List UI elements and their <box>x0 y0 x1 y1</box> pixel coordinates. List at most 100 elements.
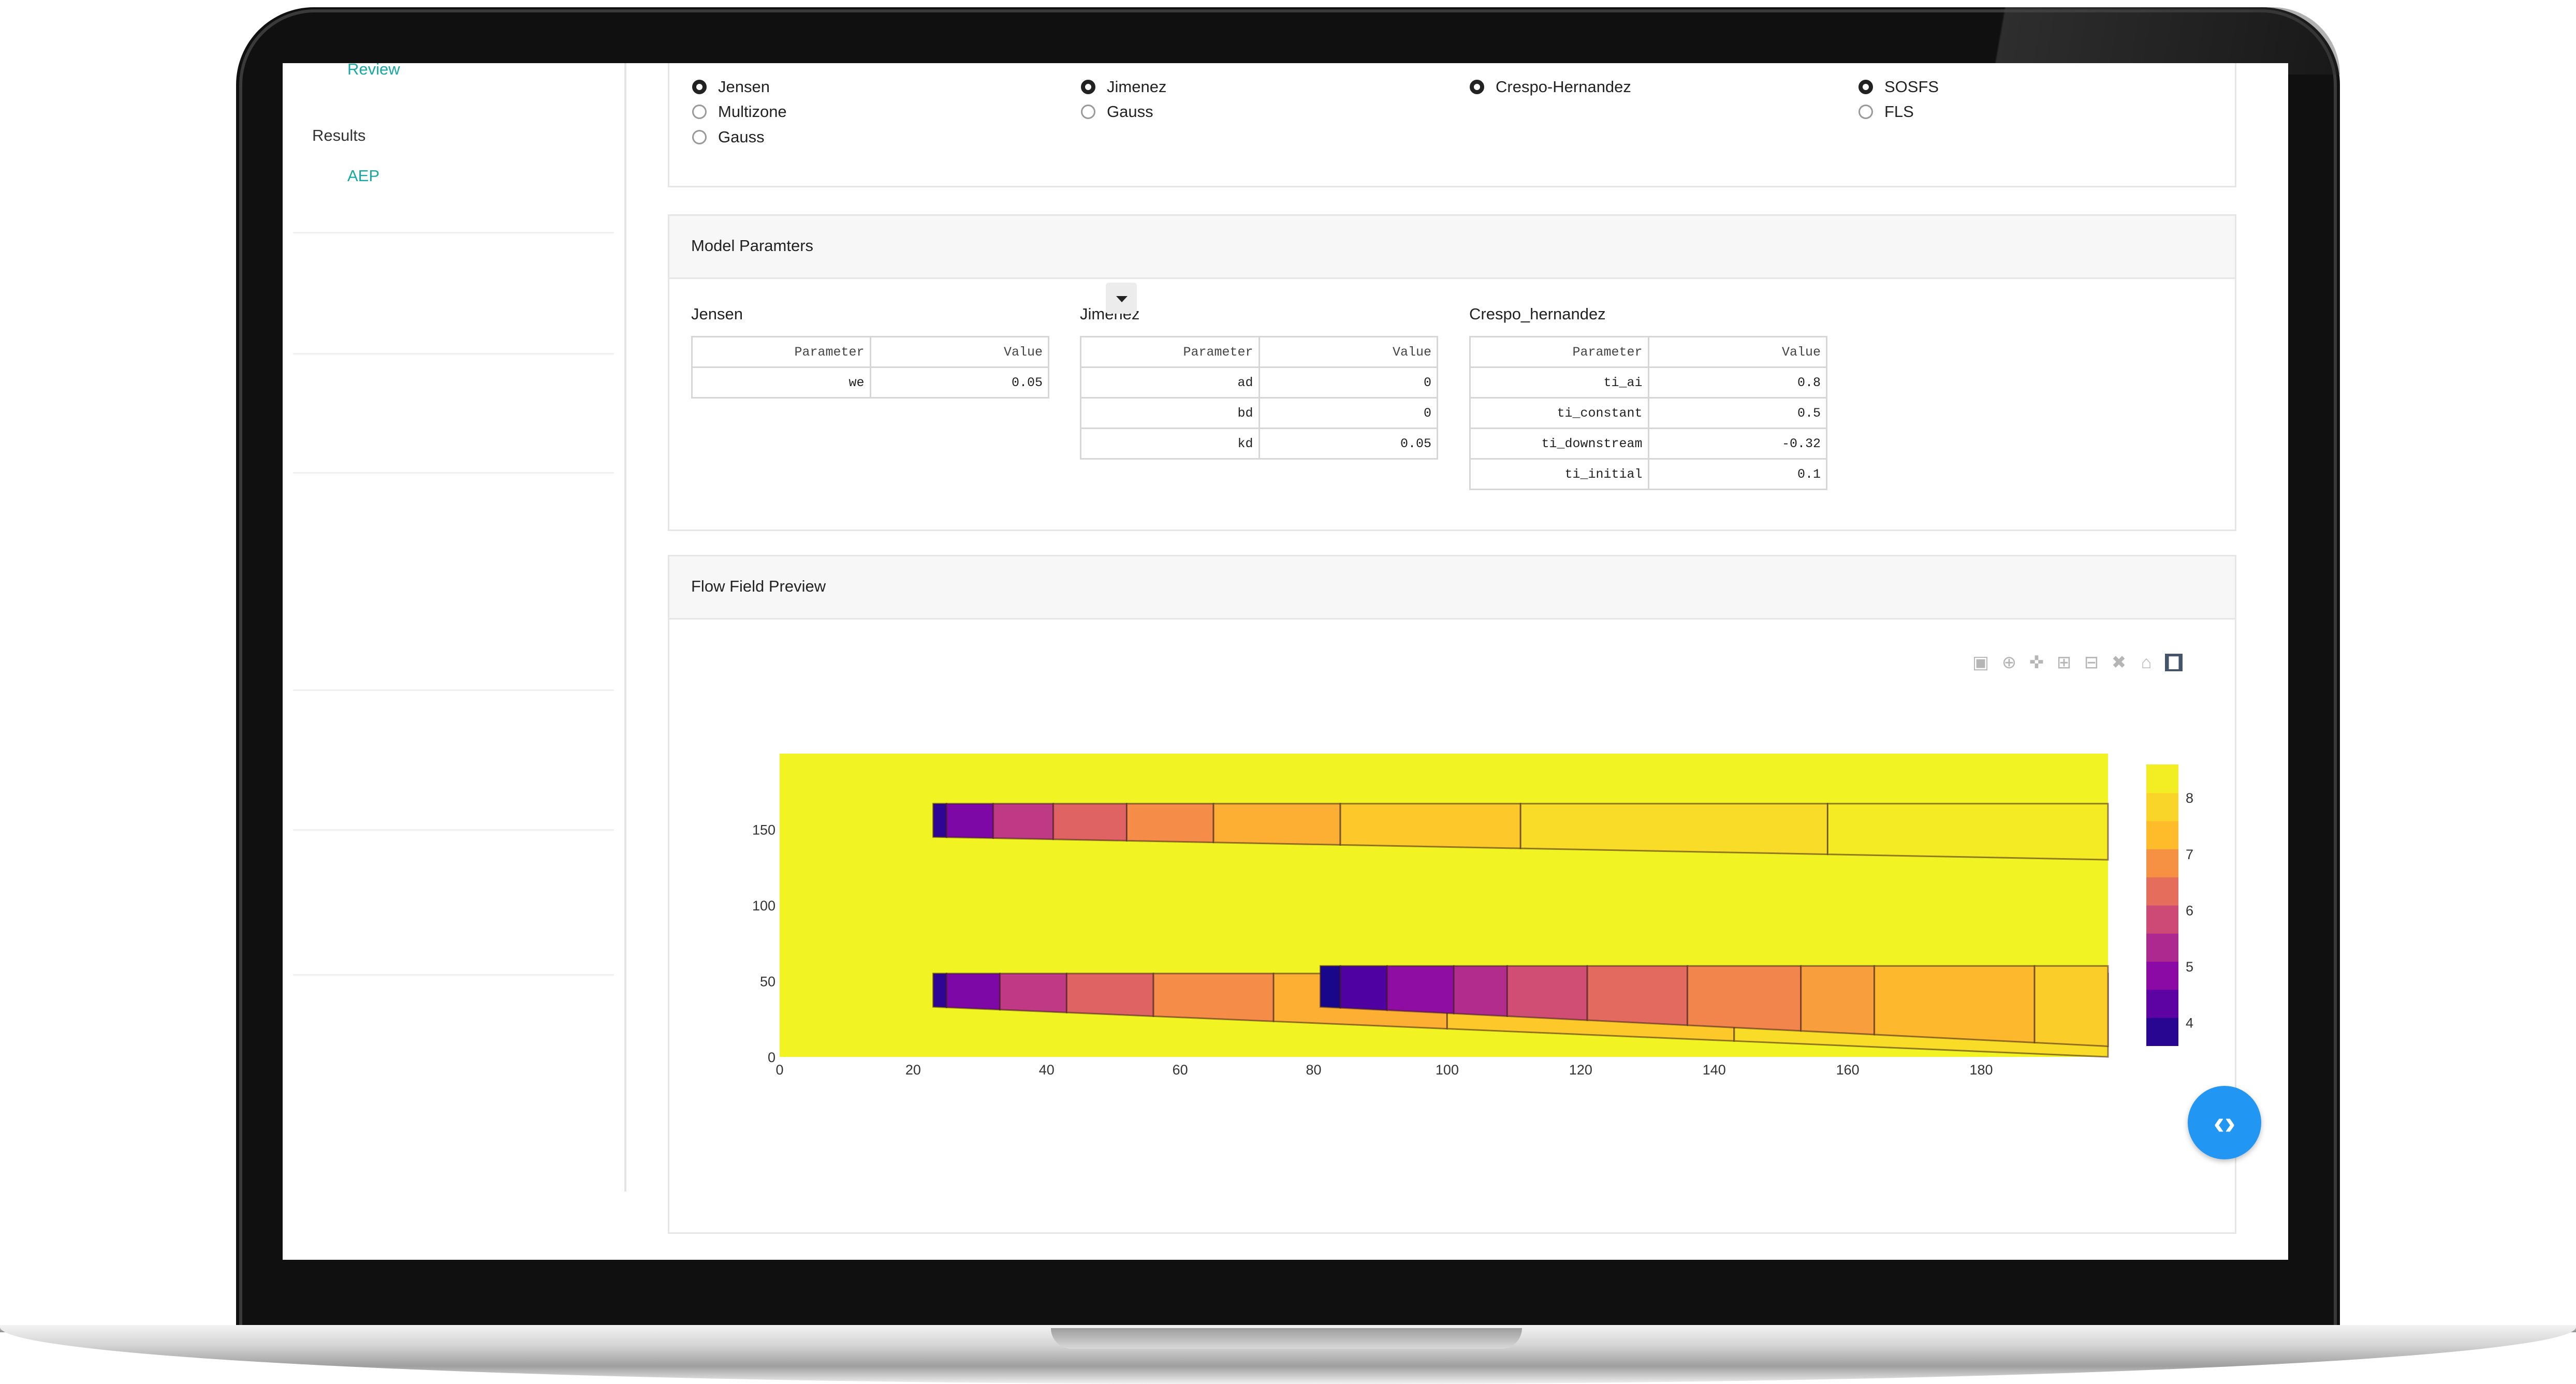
zoom-icon[interactable]: ⊕ <box>2001 653 2017 672</box>
y-tick-label: 50 <box>760 974 775 990</box>
x-tick-label: 20 <box>905 1062 921 1078</box>
x-tick-label: 40 <box>1039 1062 1055 1078</box>
radio-dot[interactable] <box>1858 105 1873 119</box>
wake-segment <box>992 803 1055 841</box>
x-tick-label: 180 <box>1969 1062 1993 1078</box>
x-tick-label: 60 <box>1173 1062 1188 1078</box>
table-row: ti_downstream -0.32 <box>1469 428 1827 460</box>
colorbar-segment <box>2146 848 2178 878</box>
table-cell: we <box>691 366 871 399</box>
code-toggle-button[interactable]: ‹› <box>2188 1086 2261 1159</box>
sidebar-divider <box>293 472 614 474</box>
colorbar-segment <box>2146 989 2178 1018</box>
camera-icon[interactable]: ▣ <box>1972 653 1989 672</box>
table-cell: 0.8 <box>1647 366 1827 399</box>
jensen-parameter-table: Parameter Value we 0.05 <box>691 336 1049 399</box>
model-parameters-dropdown-button[interactable] <box>1106 283 1137 314</box>
radio-deflection-gauss[interactable]: Gauss <box>1081 102 1153 121</box>
colorbar-segment <box>2146 877 2178 906</box>
table-header: Value <box>1647 336 1827 368</box>
wake-segment <box>1126 803 1214 844</box>
radio-velocity-jensen[interactable]: Jensen <box>692 78 770 96</box>
flow-field-title: Flow Field Preview <box>691 577 826 595</box>
table-cell: ti_initial <box>1469 458 1649 490</box>
wake-segment <box>2033 965 2109 1048</box>
table-header: Parameter <box>1469 336 1649 368</box>
table-header: Parameter <box>1080 336 1260 368</box>
laptop-notch <box>1051 1328 1522 1349</box>
plotly-logo-icon[interactable]: ▇ <box>2165 654 2183 671</box>
radio-deflection-jimenez[interactable]: Jimenez <box>1081 78 1166 96</box>
wake-segment <box>1506 965 1588 1021</box>
x-tick-label: 80 <box>1306 1062 1322 1078</box>
table-cell: 0.5 <box>1647 397 1827 429</box>
table-row: bd 0 <box>1080 397 1438 429</box>
colorbar-tick-label: 6 <box>2186 903 2193 918</box>
sidebar-item-review[interactable]: Review <box>347 63 400 78</box>
zoom-in-icon[interactable]: ⊞ <box>2056 653 2072 672</box>
model-parameters-card: Model Paramters Jensen Parameter Value we… <box>668 214 2236 531</box>
radio-dot[interactable] <box>692 80 707 94</box>
x-tick-label: 140 <box>1703 1062 1726 1078</box>
sidebar-section-results: Results <box>312 126 366 144</box>
radio-turbulence-crespo-hernandez[interactable]: Crespo-Hernandez <box>1470 78 1631 96</box>
x-tick-label: 120 <box>1569 1062 1592 1078</box>
wake-segment <box>1339 803 1521 849</box>
table-cell: ti_constant <box>1469 397 1649 429</box>
radio-dot[interactable] <box>1081 80 1095 94</box>
table-header: Value <box>869 336 1049 368</box>
jensen-table-title: Jensen <box>691 305 743 323</box>
radio-dot[interactable] <box>1470 80 1484 94</box>
table-cell: -0.32 <box>1647 428 1827 460</box>
table-row: we 0.05 <box>691 366 1049 399</box>
jimenez-parameter-table: Parameter Value ad 0 bd 0 kd 0.05 <box>1080 336 1438 460</box>
table-cell: kd <box>1080 428 1260 460</box>
colorbar-segment <box>2146 961 2178 990</box>
sidebar-divider <box>293 353 614 355</box>
table-cell: ad <box>1080 366 1260 399</box>
table-cell: ti_ai <box>1469 366 1649 399</box>
app-screen: Review Results AEP Jensen Multizone Gaus… <box>283 63 2288 1260</box>
radio-dot[interactable] <box>692 105 707 119</box>
sidebar: Review Results AEP <box>283 63 626 1191</box>
model-parameters-title: Model Paramters <box>691 237 814 255</box>
radio-velocity-multizone[interactable]: Multizone <box>692 102 787 121</box>
card-header: Model Paramters <box>669 216 2235 279</box>
radio-velocity-gauss[interactable]: Gauss <box>692 128 765 146</box>
x-tick-label: 160 <box>1836 1062 1860 1078</box>
table-row: ti_ai 0.8 <box>1469 366 1827 399</box>
wake-segment <box>945 973 1001 1011</box>
radio-dot[interactable] <box>1858 80 1873 94</box>
zoom-out-icon[interactable]: ⊟ <box>2084 653 2099 672</box>
wake-segment <box>1800 965 1876 1036</box>
reset-axes-icon[interactable]: ⌂ <box>2141 653 2152 672</box>
pan-icon[interactable]: ✜ <box>2029 653 2044 672</box>
table-cell: 0 <box>1258 397 1438 429</box>
colorbar-tick-label: 4 <box>2186 1015 2193 1031</box>
wake-segment <box>1826 803 2109 861</box>
wake-segment <box>1453 965 1508 1017</box>
autoscale-icon[interactable]: ✖ <box>2111 653 2127 672</box>
colorbar-segment <box>2146 820 2178 849</box>
radio-dot[interactable] <box>1081 105 1095 119</box>
radio-combination-sosfs[interactable]: SOSFS <box>1858 78 1939 96</box>
table-cell: ti_downstream <box>1469 428 1649 460</box>
radio-dot[interactable] <box>692 130 707 144</box>
wake-segment <box>1339 965 1388 1011</box>
wake-segment <box>1052 803 1128 842</box>
model-selection-card: Jensen Multizone Gauss Jimenez Gauss Cre… <box>668 63 2236 187</box>
table-row: ad 0 <box>1080 366 1438 399</box>
table-cell: 0.1 <box>1647 458 1827 490</box>
y-tick-label: 150 <box>752 822 775 838</box>
table-cell: 0.05 <box>1258 428 1438 460</box>
colorbar-segment <box>2146 764 2178 793</box>
colorbar-tick-label: 5 <box>2186 959 2193 975</box>
sidebar-item-aep[interactable]: AEP <box>347 167 380 185</box>
wake-segment <box>1212 803 1341 846</box>
colorbar-segment <box>2146 1017 2178 1046</box>
colorbar-segment <box>2146 905 2178 934</box>
radio-combination-fls[interactable]: FLS <box>1858 102 1914 121</box>
table-cell: bd <box>1080 397 1260 429</box>
wake-segment <box>1319 965 1341 1009</box>
x-tick-label: 100 <box>1436 1062 1459 1078</box>
